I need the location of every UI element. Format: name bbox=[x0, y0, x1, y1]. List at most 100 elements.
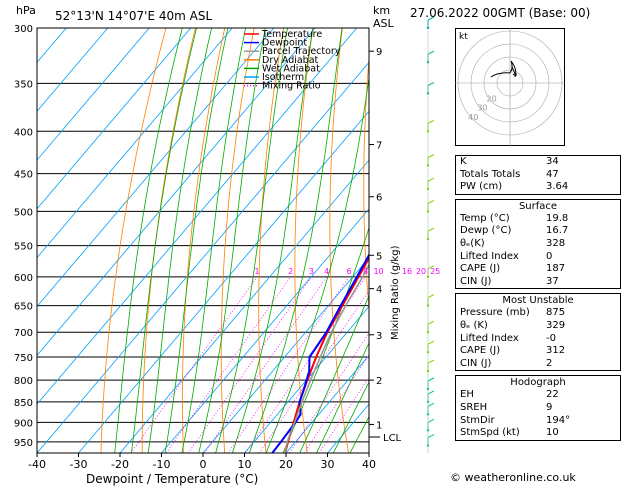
row-value: 2 bbox=[546, 357, 553, 369]
mixing-ratio-axis-label: Mixing Ratio (g/kg) bbox=[390, 245, 401, 340]
y-tick-label: 750 bbox=[14, 353, 33, 364]
hodograph-box-title: Hodograph bbox=[510, 377, 566, 389]
credit-text: © weatheronline.co.uk bbox=[450, 471, 576, 484]
mixing-ratio-labels: 1 2 3 4 6 8 10 16 20 25 bbox=[255, 267, 441, 276]
row-surface.rows: CAPE (J) 187 bbox=[456, 263, 620, 276]
wet-adiabat bbox=[215, 28, 288, 453]
km-tick-label: 9 bbox=[376, 47, 382, 58]
hodograph-unit: kt bbox=[459, 32, 468, 42]
mixing-ratio-label: 10 bbox=[373, 267, 383, 276]
km-tick-label: 2 bbox=[376, 376, 382, 387]
mixing-ratio-label: 16 bbox=[402, 267, 412, 276]
lcl-label: LCL bbox=[383, 433, 402, 444]
row-indices: K 34 bbox=[456, 156, 620, 169]
row-label: CAPE (J) bbox=[460, 263, 501, 275]
legend-entry: Mixing Ratio bbox=[262, 81, 321, 92]
row-value: 10 bbox=[546, 427, 559, 439]
mixing-ratio-label: 4 bbox=[324, 267, 329, 276]
row-value: 194° bbox=[546, 414, 571, 426]
row-surface.rows: θₑ(K) 328 bbox=[456, 238, 620, 251]
row-most_unstable.rows: CAPE (J) 312 bbox=[456, 345, 620, 358]
isotherm bbox=[202, 257, 369, 453]
y-tick-label: 650 bbox=[14, 302, 33, 313]
mixing-ratio-label: 20 bbox=[416, 267, 426, 276]
row-value: 34 bbox=[546, 156, 559, 167]
km-tick-label: 1 bbox=[376, 420, 382, 431]
row-value: 328 bbox=[546, 237, 566, 249]
isotherm bbox=[37, 61, 369, 453]
mixing-ratio-label: 1 bbox=[255, 267, 260, 276]
dry-adiabat bbox=[220, 28, 255, 453]
row-label: CAPE (J) bbox=[460, 345, 501, 357]
x-tick-label: -10 bbox=[153, 458, 171, 471]
row-indices: Totals Totals 47 bbox=[456, 169, 620, 182]
row-indices: PW (cm) 3.64 bbox=[456, 181, 620, 194]
asl-label: ASL bbox=[373, 17, 395, 30]
series-temperature bbox=[284, 256, 369, 453]
km-tick-label: 7 bbox=[376, 141, 382, 152]
isotherm bbox=[37, 28, 233, 259]
dry-adiabat bbox=[182, 28, 226, 453]
x-ticks: -40 -30 -20 -10 0 10 20 30 40 bbox=[28, 453, 376, 471]
km-tick-label: 4 bbox=[376, 285, 382, 296]
row-value: 47 bbox=[546, 168, 559, 180]
row-label: CIN (J) bbox=[460, 275, 492, 287]
plot-frame bbox=[36, 27, 370, 454]
wet-adiabat bbox=[232, 28, 314, 453]
legend-entry: Dewpoint bbox=[262, 38, 307, 49]
row-label: Pressure (mb) bbox=[460, 307, 530, 319]
series-dewpoint bbox=[271, 253, 369, 453]
most-unstable-title: Most Unstable bbox=[502, 295, 574, 307]
y-tick-label: 450 bbox=[14, 170, 33, 181]
wind-barbs bbox=[426, 16, 435, 453]
wet-adiabat bbox=[131, 28, 197, 453]
row-value: 16.7 bbox=[546, 225, 569, 237]
row-hodograph_box.rows: EH 22 bbox=[456, 389, 620, 402]
row-label: Totals Totals bbox=[460, 168, 521, 180]
y-ticks: 300 350 400 450 500 550 600 650 700 750 800 850 900 9… bbox=[14, 24, 33, 449]
surface-title: Surface bbox=[518, 200, 558, 212]
isotherm bbox=[285, 354, 369, 453]
row-label: Lifted Index bbox=[460, 250, 519, 262]
row-label: SREH bbox=[460, 401, 488, 413]
row-label: θₑ(K) bbox=[460, 237, 485, 249]
y-tick-label: 550 bbox=[14, 242, 33, 253]
surface-box: Surface Temp (°C) 19.8 Dewp (°C) 16.7 θₑ(K) 3… bbox=[455, 198, 621, 290]
y-tick-label: 850 bbox=[14, 398, 33, 409]
mixing-ratio-line bbox=[130, 276, 258, 453]
date-title: 27.06.2022 00GMT (Base: 00) bbox=[410, 6, 591, 20]
wet-adiabat bbox=[265, 75, 369, 453]
chart-grid bbox=[37, 28, 369, 453]
wet-adiabat bbox=[164, 28, 229, 453]
km-ticks: 9 7 6 5 4 3 2 1 bbox=[369, 47, 382, 431]
isotherm bbox=[37, 28, 316, 356]
indices-panel: K 34 Totals Totals 47 PW (cm) 3.64 Surface Te… bbox=[455, 155, 621, 445]
dry-adiabat bbox=[100, 28, 167, 453]
row-value: 875 bbox=[546, 307, 566, 319]
y-tick-label: 400 bbox=[14, 127, 33, 138]
isotherm bbox=[119, 159, 369, 453]
row-surface.rows: CIN (J) 37 bbox=[456, 276, 620, 289]
legend-entry: Dry Adiabat bbox=[262, 55, 319, 66]
row-value: 9 bbox=[546, 401, 553, 413]
row-value: 22 bbox=[546, 389, 559, 401]
km-label: km bbox=[373, 4, 390, 17]
isotherm bbox=[37, 28, 150, 161]
row-value: 19.8 bbox=[546, 212, 569, 224]
wet-adiabat bbox=[181, 28, 246, 453]
row-value: 187 bbox=[546, 263, 566, 275]
row-value: -0 bbox=[546, 332, 556, 344]
row-most_unstable.rows: Lifted Index -0 bbox=[456, 333, 620, 346]
row-label: Lifted Index bbox=[460, 332, 519, 344]
mixing-ratio-label: 25 bbox=[430, 267, 440, 276]
y-tick-label: 350 bbox=[14, 79, 33, 90]
legend-entry: Parcel Trajectory bbox=[262, 46, 341, 57]
x-tick-label: 40 bbox=[362, 458, 376, 471]
hodograph-ring-label: 40 bbox=[468, 113, 478, 122]
y-tick-label: 500 bbox=[14, 207, 33, 218]
isotherm bbox=[37, 28, 67, 64]
km-tick-label: 6 bbox=[376, 193, 382, 204]
mixing-ratio-label: 2 bbox=[288, 267, 293, 276]
dry-adiabat bbox=[363, 54, 369, 313]
